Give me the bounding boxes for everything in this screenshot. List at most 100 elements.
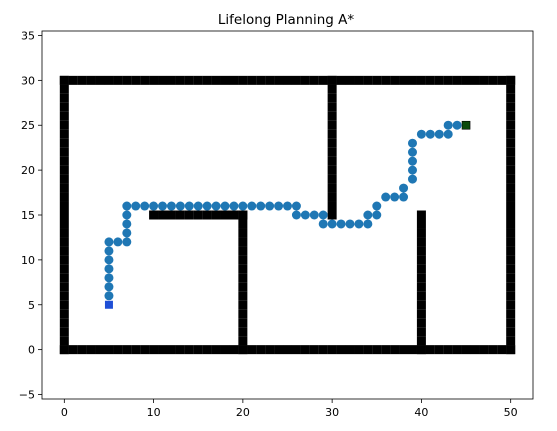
obstacle-cell <box>327 93 337 103</box>
obstacle-cell <box>149 75 159 85</box>
obstacle-cell <box>461 75 471 85</box>
obstacle-cell <box>390 345 400 355</box>
obstacle-cell <box>327 138 337 148</box>
obstacle-cell <box>104 75 114 85</box>
obstacle-cell <box>506 111 516 121</box>
obstacle-cell <box>327 156 337 166</box>
obstacle-cell <box>68 345 78 355</box>
obstacle-cell <box>506 300 516 310</box>
obstacle-cell <box>506 84 516 94</box>
obstacle-cell <box>238 309 248 319</box>
y-tick-label: 5 <box>28 299 35 312</box>
obstacle-cell <box>238 318 248 328</box>
obstacle-cell <box>506 75 516 85</box>
obstacle-cell <box>381 75 391 85</box>
obstacle-cell <box>416 210 426 220</box>
obstacle-cell <box>488 75 498 85</box>
path-point <box>452 120 462 130</box>
path-point <box>434 129 444 139</box>
obstacle-cell <box>158 210 168 220</box>
obstacle-cell <box>318 345 328 355</box>
obstacle-cell <box>506 327 516 337</box>
path-point <box>104 246 114 256</box>
obstacle-cell <box>452 345 462 355</box>
obstacle-cell <box>229 75 239 85</box>
obstacle-cell <box>265 345 275 355</box>
obstacle-cell <box>238 336 248 346</box>
obstacle-cell <box>327 183 337 193</box>
obstacle-cell <box>506 273 516 283</box>
obstacle-cell <box>327 120 337 130</box>
obstacle-cell <box>256 75 266 85</box>
path-point <box>229 201 239 211</box>
path-point <box>363 219 373 229</box>
obstacle-cell <box>238 282 248 292</box>
path-point <box>104 255 114 265</box>
path-point <box>149 201 159 211</box>
obstacle-cell <box>202 210 212 220</box>
obstacle-cell <box>238 228 248 238</box>
obstacle-cell <box>59 129 69 139</box>
obstacle-cell <box>506 282 516 292</box>
x-axis: 0 10 20 30 40 50 <box>61 399 518 419</box>
obstacle-cell <box>59 255 69 265</box>
obstacle-cell <box>452 75 462 85</box>
obstacle-cell <box>238 291 248 301</box>
obstacle-cell <box>363 75 373 85</box>
obstacle-cell <box>59 210 69 220</box>
obstacle-cell <box>327 84 337 94</box>
obstacle-cell <box>175 75 185 85</box>
obstacle-cell <box>211 345 221 355</box>
obstacle-cell <box>381 345 391 355</box>
obstacle-cell <box>59 309 69 319</box>
obstacle-cell <box>506 264 516 274</box>
obstacle-cell <box>59 291 69 301</box>
path-point <box>193 201 203 211</box>
path-point <box>443 120 453 130</box>
path-point <box>372 210 382 220</box>
path-point <box>291 210 301 220</box>
path-layer <box>104 120 462 301</box>
obstacle-cell <box>497 75 507 85</box>
obstacle-cell <box>354 345 364 355</box>
obstacle-cell <box>434 345 444 355</box>
obstacle-cell <box>184 75 194 85</box>
obstacle-cell <box>59 138 69 148</box>
y-tick-label: −5 <box>19 389 35 402</box>
obstacle-cell <box>506 156 516 166</box>
obstacle-cell <box>407 345 417 355</box>
obstacle-cell <box>158 75 168 85</box>
obstacle-cell <box>327 129 337 139</box>
obstacle-cell <box>416 300 426 310</box>
path-point <box>104 291 114 301</box>
path-point <box>122 237 132 247</box>
obstacle-cell <box>238 237 248 247</box>
y-tick-label: 15 <box>21 209 35 222</box>
y-axis: −5 0 5 10 15 20 25 30 35 <box>19 29 42 402</box>
obstacle-cell <box>166 75 176 85</box>
obstacle-cell <box>506 147 516 157</box>
obstacle-cell <box>68 75 78 85</box>
obstacle-cell <box>363 345 373 355</box>
chart-title: Lifelong Planning A* <box>218 12 354 28</box>
obstacle-cell <box>390 75 400 85</box>
obstacle-cell <box>327 192 337 202</box>
path-point <box>336 219 346 229</box>
obstacle-cell <box>158 345 168 355</box>
obstacle-cell <box>416 291 426 301</box>
obstacle-cell <box>59 120 69 130</box>
obstacle-cell <box>327 201 337 211</box>
y-tick-label: 35 <box>21 29 35 42</box>
obstacle-cell <box>59 183 69 193</box>
obstacle-cell <box>59 246 69 256</box>
obstacle-cell <box>59 165 69 175</box>
obstacle-cell <box>488 345 498 355</box>
obstacle-cell <box>229 345 239 355</box>
obstacle-cell <box>327 174 337 184</box>
obstacle-cell <box>140 345 150 355</box>
x-tick-label: 40 <box>414 406 428 419</box>
path-point <box>407 147 417 157</box>
path-point <box>381 192 391 202</box>
obstacle-cell <box>59 192 69 202</box>
path-point <box>443 129 453 139</box>
